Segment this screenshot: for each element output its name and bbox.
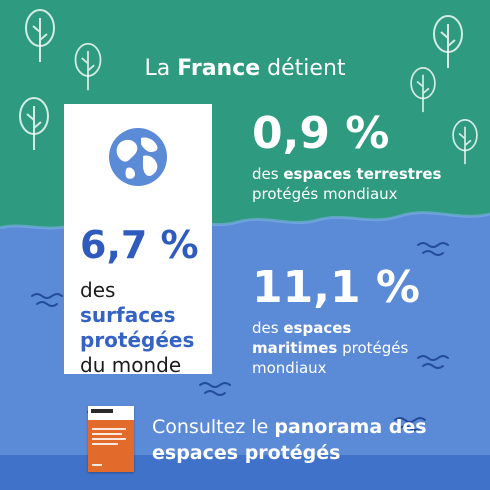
panorama-cta[interactable]: Consultez le panorama des espaces protég… — [0, 398, 490, 490]
tree-icon — [19, 97, 49, 150]
water-band-bottom — [0, 455, 490, 490]
globe-icon — [109, 128, 167, 186]
stat-maritime-pre: des — [252, 319, 279, 337]
stat-terrestrial-post: protégés mondiaux — [252, 185, 398, 203]
stat-terrestrial-pre: des — [252, 165, 279, 183]
stat-terrestrial-value: 0,9 % — [252, 108, 390, 159]
cover-line — [92, 443, 118, 445]
stat-maritime-post-1: protégés — [342, 339, 409, 357]
tree-icon — [433, 15, 463, 68]
cta-text-1: Consultez le — [152, 416, 269, 438]
stat-maritime-post-2: mondiaux — [252, 359, 327, 377]
panorama-link[interactable]: Consultez le panorama des espaces protég… — [152, 414, 472, 466]
stat-maritime-text: des espaces maritimes protégés mondiaux — [252, 318, 477, 378]
report-cover[interactable] — [88, 406, 134, 472]
cover-line — [92, 438, 126, 440]
cover-line — [92, 433, 122, 435]
stat-terrestrial: 0,9 % des espaces terrestres protégés mo… — [252, 112, 477, 204]
card-text-3: du monde — [80, 353, 182, 377]
stat-maritime-strong-1: espaces — [283, 319, 352, 337]
headline-prefix: La — [144, 56, 171, 81]
stat-maritime: 11,1 % des espaces maritimes protégés mo… — [252, 266, 477, 378]
headline-country: France — [177, 56, 261, 81]
cover-header-bar — [91, 409, 113, 413]
cover-line — [92, 464, 102, 466]
cover-line — [92, 428, 126, 430]
tree-icon — [74, 42, 102, 91]
stat-terrestrial-strong: espaces terrestres — [283, 165, 442, 183]
stat-maritime-strong-2: maritimes — [252, 339, 338, 357]
cover-band — [88, 420, 134, 472]
card-value: 6,7 % — [80, 223, 199, 267]
wave-icon — [31, 293, 63, 307]
wave-icon — [199, 382, 231, 396]
card-text-strong-2: protégées — [80, 328, 195, 352]
tree-icon — [452, 119, 478, 165]
card-text-strong-1: surfaces — [80, 303, 176, 327]
tree-icon — [25, 9, 55, 62]
tree-icon — [410, 67, 436, 113]
stat-maritime-value: 11,1 % — [252, 262, 420, 313]
headline-suffix: détient — [267, 56, 346, 81]
wave-icon — [417, 242, 449, 256]
card-text-1: des — [80, 278, 116, 302]
wave-icon — [394, 417, 426, 431]
headline: La France détient — [0, 56, 490, 81]
cta-strong-2: espaces protégés — [152, 442, 341, 464]
stat-terrestrial-text: des espaces terrestres protégés mondiaux — [252, 164, 477, 204]
card-text: des surfaces protégées du monde — [80, 278, 210, 378]
wave-icon — [417, 355, 449, 369]
cta-strong-1: panorama des — [274, 416, 427, 438]
world-share-card: 6,7 % des surfaces protégées du monde — [64, 104, 212, 377]
